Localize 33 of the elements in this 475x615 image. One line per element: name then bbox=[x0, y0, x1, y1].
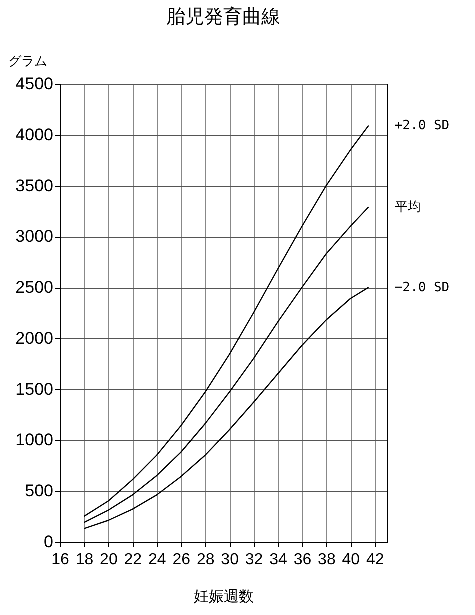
x-tick-label: 38 bbox=[318, 552, 336, 568]
text: 平均 bbox=[394, 200, 421, 216]
y-tick-label: 3500 bbox=[16, 176, 54, 196]
x-tick-label: 30 bbox=[221, 552, 240, 568]
x-tick-label: 24 bbox=[148, 552, 166, 568]
x-tick-label: 20 bbox=[100, 552, 118, 568]
y-tick-label: 0 bbox=[44, 532, 54, 552]
text: −2.0 SD bbox=[394, 280, 450, 296]
y-axis-title: グラム bbox=[8, 54, 48, 70]
chart-title: 胎児発育曲線 bbox=[166, 6, 280, 28]
line-series bbox=[84, 206, 370, 524]
x-tick-label: 34 bbox=[270, 552, 288, 568]
y-tick-label: 2500 bbox=[16, 278, 54, 298]
x-tick-label: 32 bbox=[245, 552, 264, 568]
y-tick-label: 2000 bbox=[16, 328, 54, 348]
x-tick-label: 26 bbox=[172, 552, 191, 568]
line-series bbox=[84, 125, 370, 518]
x-tick-label: 40 bbox=[342, 552, 360, 568]
x-tick-label: 16 bbox=[52, 552, 70, 568]
y-tick-label: 1000 bbox=[16, 430, 54, 450]
y-tick-label: 1500 bbox=[16, 380, 54, 399]
x-tick-label: 28 bbox=[196, 552, 215, 568]
y-tick-label: 500 bbox=[25, 482, 54, 501]
y-tick-label: 4000 bbox=[16, 125, 54, 144]
y-tick-label: 4500 bbox=[16, 74, 54, 94]
y-tick-label: 3000 bbox=[16, 227, 54, 246]
x-tick-label: 22 bbox=[124, 552, 142, 568]
line-series bbox=[84, 286, 370, 530]
x-tick-label: 36 bbox=[294, 552, 312, 568]
x-tick-label: 42 bbox=[366, 552, 384, 568]
x-tick-label: 18 bbox=[76, 552, 94, 568]
x-axis-title: 妊娠週数 bbox=[194, 588, 254, 606]
text: +2.0 SD bbox=[394, 118, 450, 134]
